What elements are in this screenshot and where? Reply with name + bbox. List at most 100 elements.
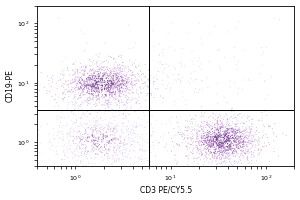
Point <box>260 129 265 133</box>
Point <box>124 78 129 81</box>
Point <box>111 145 116 148</box>
Point <box>92 78 96 82</box>
Point <box>60 138 65 141</box>
Point <box>105 67 110 71</box>
Point <box>246 159 250 162</box>
Point <box>226 158 231 161</box>
Point <box>230 130 234 133</box>
Point <box>96 86 100 90</box>
Point <box>116 138 120 142</box>
Point <box>240 146 245 149</box>
Point <box>223 140 228 143</box>
Point <box>80 133 85 136</box>
Point <box>228 147 232 150</box>
Point <box>101 136 106 140</box>
Point <box>70 101 75 104</box>
Point <box>60 130 64 133</box>
Point <box>232 140 237 144</box>
Point <box>263 109 268 113</box>
Point <box>72 153 77 156</box>
Point <box>262 97 267 101</box>
Point <box>79 82 83 85</box>
Point <box>194 78 199 81</box>
Point <box>86 161 91 164</box>
Point <box>247 115 251 118</box>
Point <box>76 129 81 132</box>
Point <box>107 93 112 96</box>
Point <box>121 83 126 86</box>
Point <box>116 75 121 78</box>
Point <box>111 69 116 73</box>
Point <box>111 137 116 140</box>
Point <box>191 80 196 83</box>
Point <box>242 138 246 142</box>
Point <box>102 81 107 84</box>
Point <box>245 141 250 144</box>
Point <box>110 139 115 143</box>
Point <box>82 32 87 35</box>
Point <box>98 67 103 70</box>
Point <box>254 129 259 133</box>
Point <box>223 142 228 145</box>
Point <box>245 155 250 159</box>
Point <box>77 105 82 108</box>
Point <box>127 141 132 144</box>
Point <box>186 80 191 83</box>
Point <box>218 127 223 130</box>
Point <box>212 136 217 139</box>
Point <box>240 143 245 146</box>
Point <box>234 123 239 126</box>
Point <box>145 84 150 87</box>
Point <box>117 87 122 90</box>
Point <box>100 159 105 162</box>
Point <box>78 94 83 97</box>
Point <box>237 127 242 130</box>
Point <box>172 127 176 130</box>
Point <box>257 137 262 140</box>
Point <box>73 70 77 73</box>
Point <box>111 86 116 89</box>
Point <box>61 148 66 151</box>
Point <box>123 77 128 80</box>
Point <box>122 79 127 82</box>
Point <box>226 135 230 138</box>
Point <box>232 129 237 132</box>
Point <box>244 145 249 148</box>
Point <box>114 130 119 134</box>
Point <box>240 121 244 125</box>
Point <box>113 90 118 94</box>
Point <box>252 136 256 140</box>
Point <box>91 59 96 62</box>
Point <box>105 157 110 160</box>
Point <box>146 68 151 71</box>
Point <box>223 134 228 137</box>
Point <box>89 81 94 84</box>
Point <box>196 134 201 138</box>
Point <box>88 97 92 100</box>
Point <box>76 124 80 127</box>
Point <box>106 74 111 78</box>
Point <box>221 146 226 149</box>
Point <box>212 152 217 155</box>
Point <box>165 149 170 153</box>
Point <box>241 154 245 157</box>
Point <box>203 139 208 142</box>
Point <box>100 77 105 80</box>
Point <box>195 135 200 138</box>
Point <box>207 140 212 143</box>
Point <box>77 146 82 149</box>
Point <box>219 143 224 146</box>
Point <box>78 122 83 125</box>
Point <box>214 156 218 159</box>
Point <box>129 156 134 160</box>
Point <box>108 145 112 148</box>
Point <box>227 151 232 155</box>
Point <box>200 109 204 112</box>
Point <box>117 157 122 160</box>
Point <box>86 133 91 136</box>
Point <box>242 135 247 138</box>
Point <box>94 119 99 122</box>
Point <box>94 77 99 80</box>
Point <box>216 129 221 132</box>
Point <box>70 126 74 129</box>
